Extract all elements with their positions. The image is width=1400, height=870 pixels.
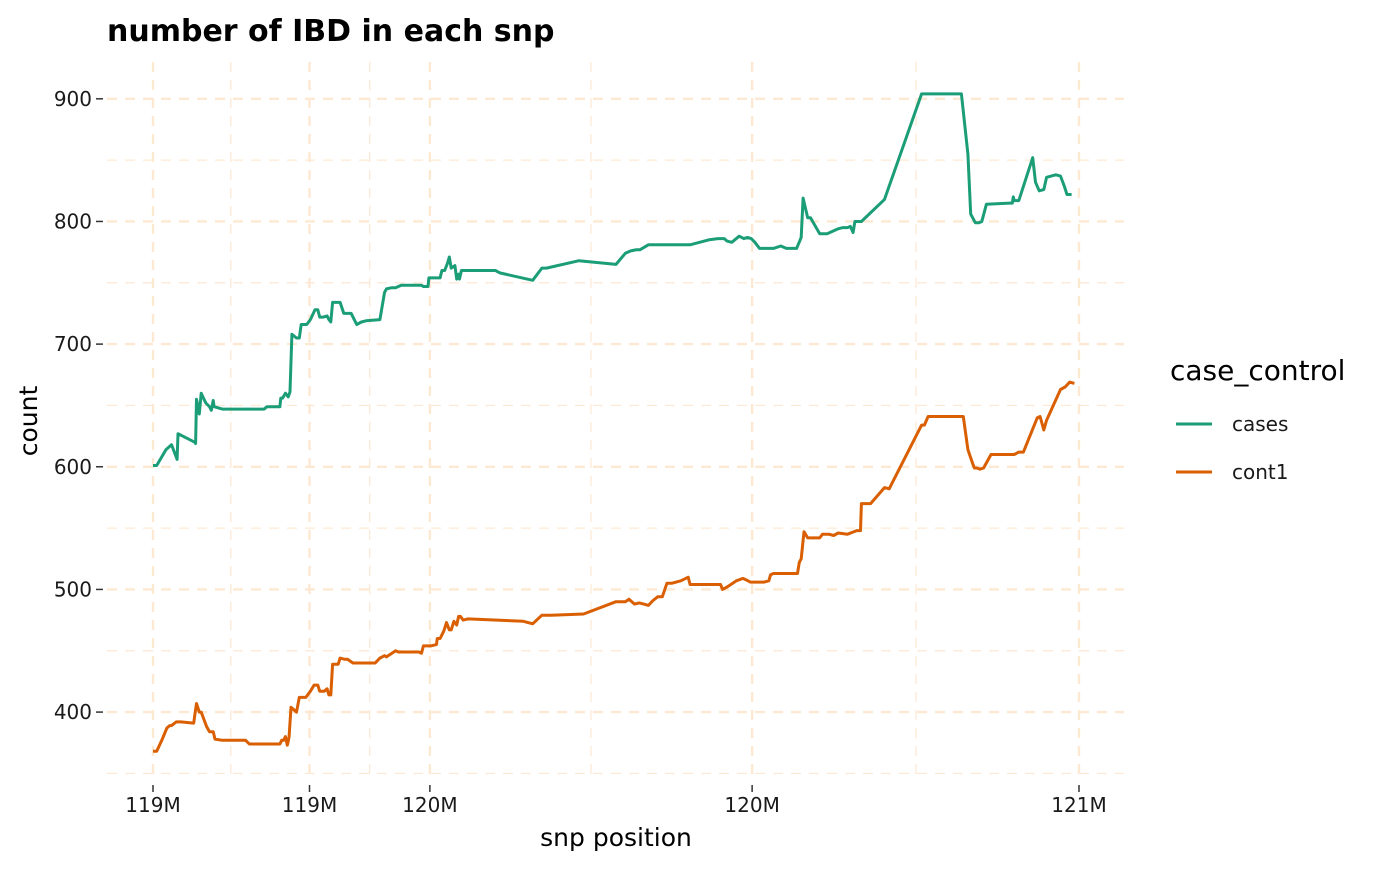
- legend-label-cases: cases: [1232, 412, 1288, 436]
- y-tick-label: 500: [54, 577, 92, 601]
- series-line-cases: [153, 92, 1072, 467]
- axes: 400 500 600 700 800 900 119M 119M 120M 120M 121M: [54, 87, 1107, 817]
- legend-items: cases cont1: [1176, 412, 1288, 484]
- x-tick-label: 120M: [724, 793, 779, 817]
- x-tick-label: 121M: [1051, 793, 1106, 817]
- legend-title: case_control: [1170, 354, 1345, 387]
- y-tick-label: 800: [54, 209, 92, 233]
- y-tick-label: 600: [54, 455, 92, 479]
- series-line-cont1: [153, 380, 1075, 753]
- x-tick-label: 120M: [402, 793, 457, 817]
- y-axis-label: count: [14, 386, 43, 457]
- chart-title: number of IBD in each snp: [107, 14, 554, 49]
- grid: [107, 62, 1124, 782]
- y-tick-label: 900: [54, 87, 92, 111]
- legend: case_control cases cont1: [1170, 354, 1345, 484]
- y-tick-label: 400: [54, 700, 92, 724]
- x-tick-label: 119M: [125, 793, 180, 817]
- x-axis-label: snp position: [540, 823, 692, 852]
- series-lines: [153, 92, 1075, 753]
- legend-label-cont1: cont1: [1232, 460, 1288, 484]
- y-tick-label: 700: [54, 332, 92, 356]
- x-tick-label: 119M: [282, 793, 337, 817]
